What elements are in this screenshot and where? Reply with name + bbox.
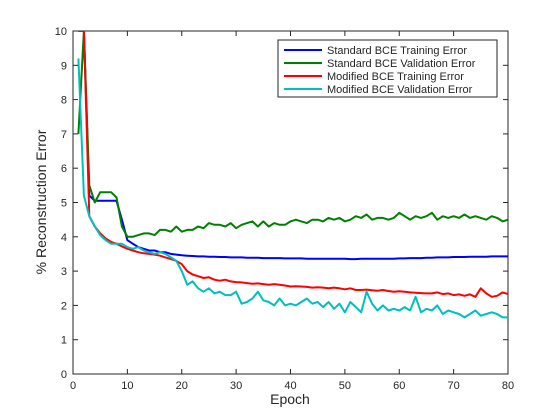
y-tick-label: 5 — [61, 198, 67, 210]
legend-label-2: Modified BCE Training Error — [327, 71, 464, 83]
series-line-0 — [78, 31, 508, 261]
series-line-1 — [77, 31, 508, 238]
x-tick-label: 0 — [70, 380, 76, 392]
x-axis-ticks: 0 10 20 30 40 50 60 70 80 — [70, 31, 514, 392]
x-tick-label: 40 — [284, 380, 296, 392]
x-tick-label: 10 — [121, 380, 133, 392]
series-layer — [77, 31, 508, 319]
y-tick-label: 2 — [61, 300, 67, 312]
x-tick-label: 20 — [176, 380, 188, 392]
legend-label-1: Standard BCE Validation Error — [327, 58, 476, 70]
x-tick-label: 60 — [393, 380, 405, 392]
legend-label-0: Standard BCE Training Error — [327, 45, 467, 57]
y-tick-label: 8 — [61, 95, 67, 107]
legend-label-3: Modified BCE Validation Error — [327, 84, 473, 96]
x-tick-label: 70 — [448, 380, 460, 392]
y-tick-label: 3 — [61, 266, 67, 278]
x-tick-label: 30 — [230, 380, 242, 392]
y-tick-label: 6 — [61, 163, 67, 175]
y-tick-label: 4 — [61, 232, 67, 244]
x-tick-label: 80 — [502, 380, 514, 392]
series-line-3 — [77, 58, 508, 319]
y-tick-label: 1 — [61, 335, 67, 347]
x-tick-label: 50 — [339, 380, 351, 392]
y-axis-ticks: 0 1 2 3 4 5 6 7 8 9 10 — [55, 26, 508, 381]
y-tick-label: 0 — [61, 369, 67, 381]
y-tick-label: 9 — [61, 60, 67, 72]
y-tick-label: 7 — [61, 129, 67, 141]
y-tick-label: 10 — [55, 26, 67, 38]
x-axis-label: Epoch — [270, 391, 310, 407]
y-axis-label: % Reconstruction Error — [33, 129, 49, 274]
series-line-2 — [78, 31, 508, 298]
